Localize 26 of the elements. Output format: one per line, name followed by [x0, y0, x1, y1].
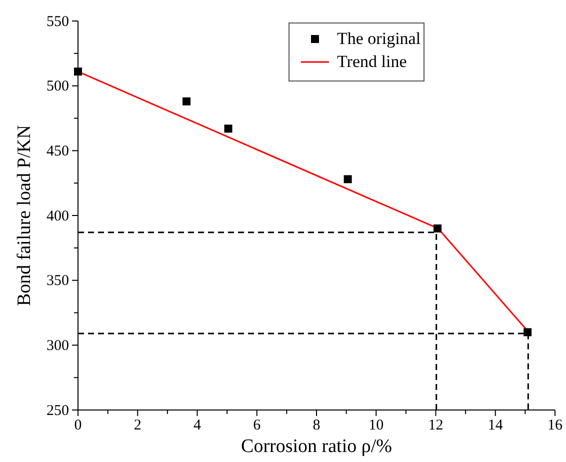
x-tick-label: 16 — [548, 418, 563, 434]
point — [182, 97, 191, 106]
point — [344, 175, 352, 184]
x-tick-label: 2 — [134, 418, 142, 434]
x-tick-label: 12 — [428, 418, 444, 434]
legend-label: The original — [337, 29, 421, 48]
legend-label: Trend line — [337, 52, 407, 71]
x-tick-label: 8 — [312, 418, 320, 434]
y-tick-label: 250 — [46, 402, 69, 419]
point — [524, 328, 532, 336]
y-axis-title: Bond failure load P/KN — [14, 124, 35, 306]
y-tick-label: 550 — [46, 14, 69, 30]
x-tick-label: 6 — [253, 418, 262, 434]
point — [224, 124, 232, 133]
x-tick-label: 4 — [194, 418, 202, 434]
x-tick-label: 14 — [488, 418, 504, 434]
y-tick-label: 450 — [46, 143, 69, 160]
y-tick-label: 350 — [46, 273, 69, 290]
y-tick-label: 500 — [46, 78, 69, 95]
x-tick-label: 10 — [368, 418, 384, 434]
point — [74, 68, 82, 76]
y-tick-label: 400 — [46, 208, 69, 224]
x-tick-label: 0 — [74, 418, 82, 434]
point — [434, 224, 442, 232]
x-axis-title: Corrosion ratio ρ/% — [241, 436, 392, 457]
y-tick-label: 300 — [46, 338, 69, 354]
